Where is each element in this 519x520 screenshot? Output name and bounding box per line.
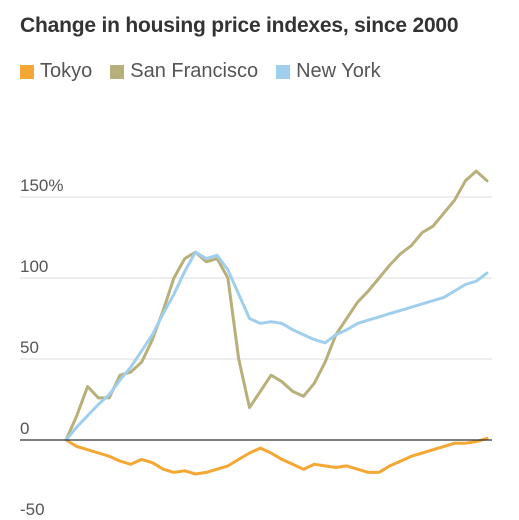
y-tick-label: 50 <box>20 338 39 357</box>
y-tick-label: -50 <box>20 500 45 519</box>
y-tick-label: 100 <box>20 257 48 276</box>
chart-legend: Tokyo San Francisco New York <box>20 60 399 83</box>
legend-swatch-san-francisco <box>110 64 125 79</box>
legend-swatch-new-york <box>276 64 291 79</box>
y-tick-label: 0 <box>20 419 29 438</box>
legend-item-san-francisco: San Francisco <box>110 60 258 83</box>
series-line-tokyo <box>64 436 489 476</box>
y-tick-label: 150% <box>20 176 63 195</box>
legend-swatch-tokyo <box>20 64 34 79</box>
legend-item-tokyo: Tokyo <box>20 60 92 83</box>
legend-label-san-francisco: San Francisco <box>130 60 259 82</box>
series-line-san-francisco <box>64 169 489 442</box>
legend-label-new-york: New York <box>296 60 381 82</box>
legend-label-tokyo: Tokyo <box>40 60 93 82</box>
legend-item-new-york: New York <box>276 60 381 83</box>
series-line-new-york <box>64 250 489 442</box>
chart-title: Change in housing price indexes, since 2… <box>20 14 459 37</box>
